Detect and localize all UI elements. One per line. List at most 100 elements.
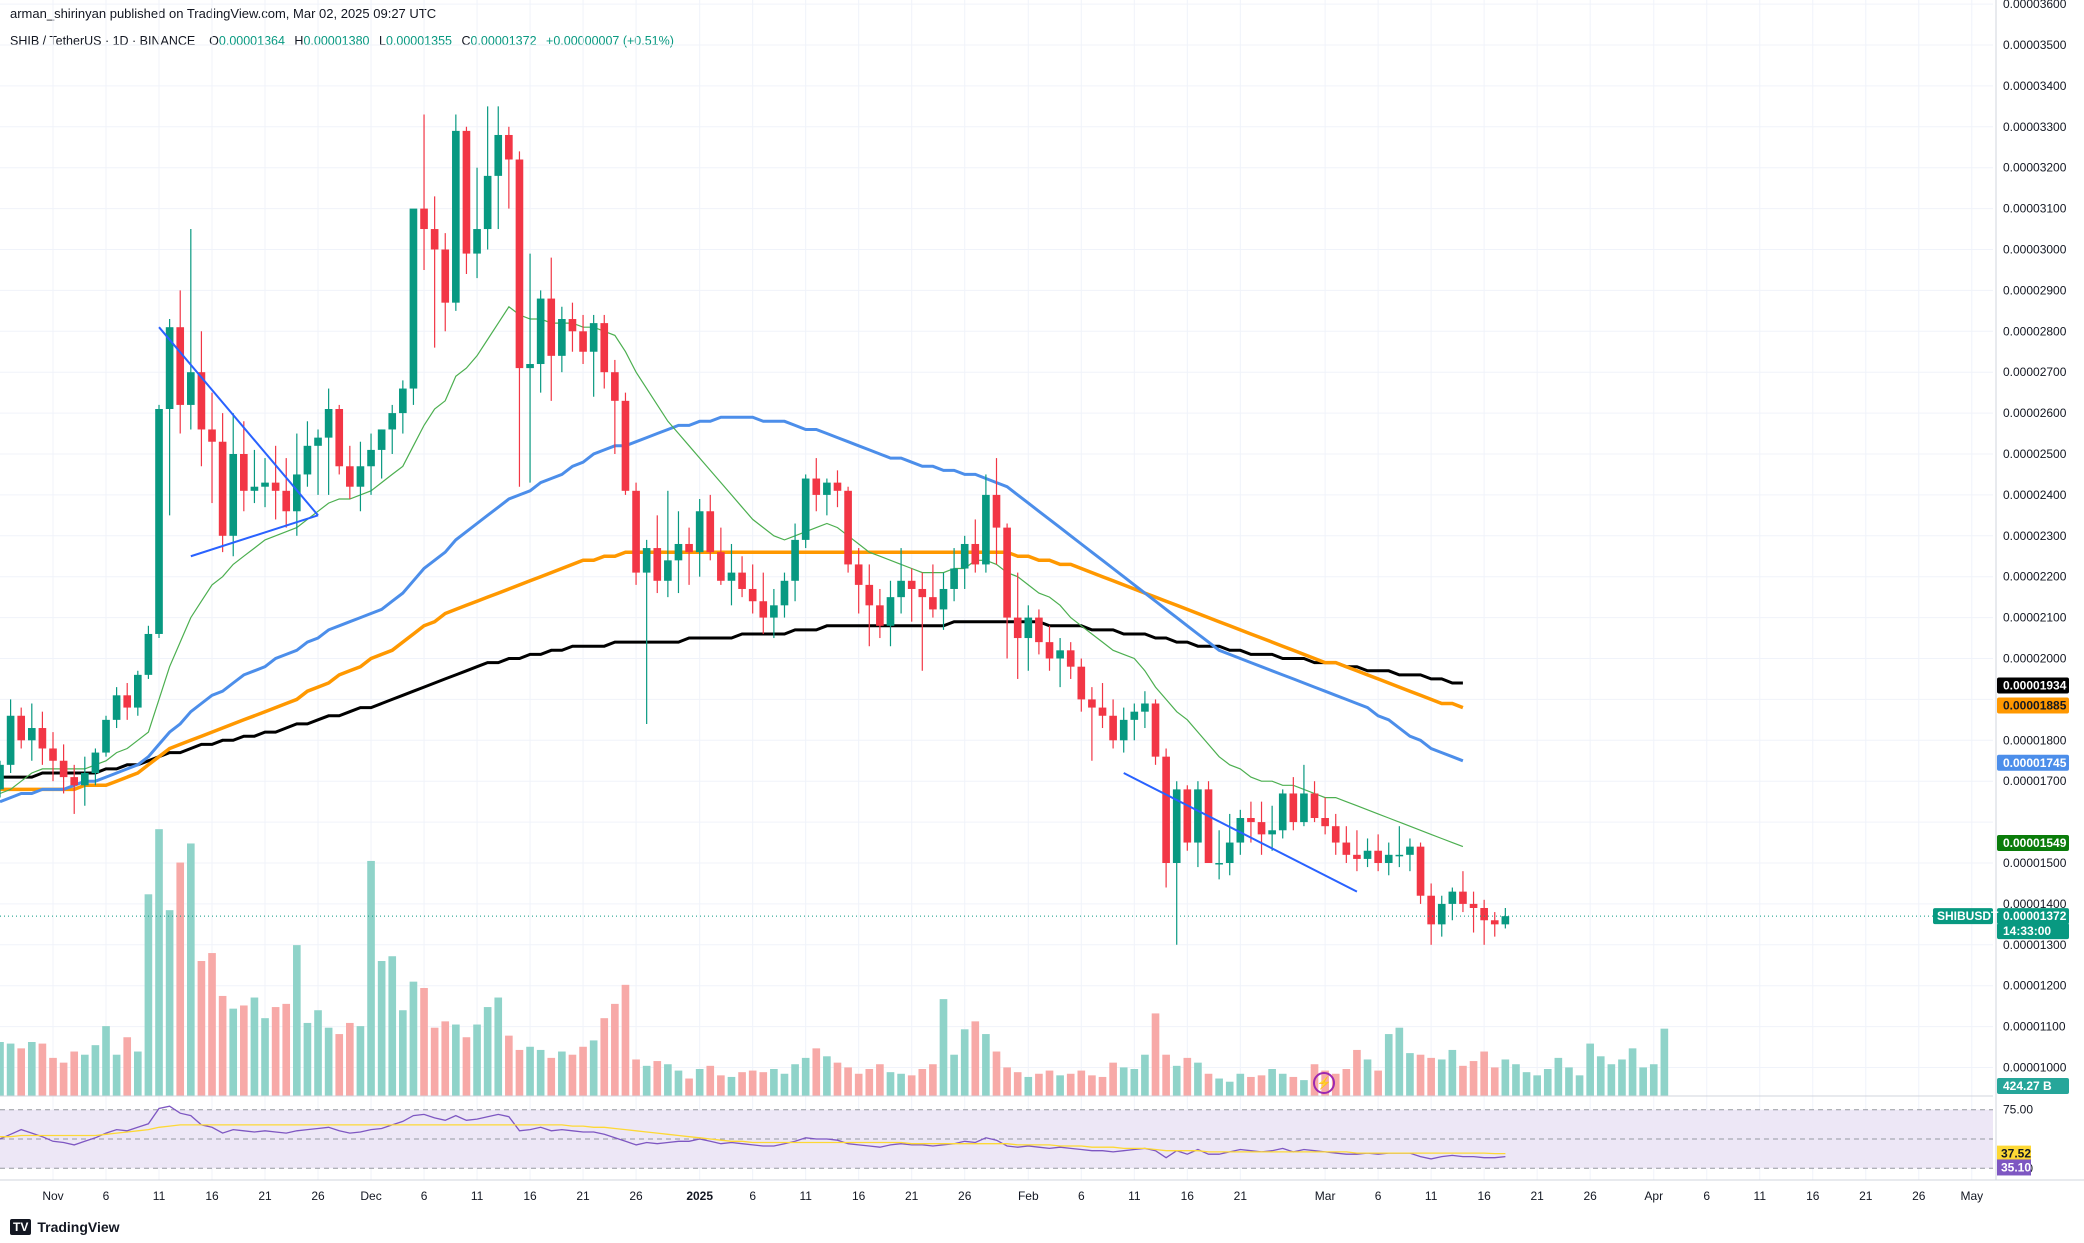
volume-bar xyxy=(271,1007,280,1096)
candle-body xyxy=(1384,854,1393,864)
trendline-drawings[interactable] xyxy=(0,326,1993,917)
time-tick-label: 21 xyxy=(905,1189,919,1203)
candle-body xyxy=(187,372,195,405)
candle-body xyxy=(727,572,736,581)
volume-bar xyxy=(1554,1057,1563,1096)
candle-body xyxy=(112,695,121,720)
volume-bar xyxy=(1194,1062,1202,1096)
volume-bar xyxy=(38,1043,47,1096)
volume-bar xyxy=(1427,1057,1435,1096)
candle-body xyxy=(589,323,598,352)
volume-bar xyxy=(1596,1056,1605,1096)
price-tick-label: 0.00001700 xyxy=(2003,774,2067,788)
volume-bar xyxy=(812,1048,821,1096)
time-axis[interactable]: Nov 6 11 16 21 26 Dec 6 11 16 21 26 2025 6 11 16 21 26 Feb… xyxy=(0,1179,2084,1203)
volume-bar xyxy=(356,1026,365,1096)
volume-bar xyxy=(0,1042,4,1096)
volume-bar xyxy=(303,1022,312,1096)
candle-body xyxy=(759,601,768,618)
candle-body xyxy=(409,208,418,389)
candle-body xyxy=(833,482,842,491)
volume-bar xyxy=(515,1049,524,1096)
volume-bar xyxy=(102,1026,110,1096)
price-tick-label: 0.00003400 xyxy=(2003,79,2067,93)
candle-body xyxy=(218,441,227,536)
volume-bar xyxy=(1236,1073,1245,1096)
candle-body xyxy=(1289,793,1298,823)
candle-body xyxy=(165,327,174,410)
candle-body xyxy=(1480,907,1488,921)
candle-body xyxy=(1395,854,1404,857)
price-tick-label: 0.00001100 xyxy=(2003,1020,2066,1034)
candle-body xyxy=(823,482,831,495)
time-tick-label: 21 xyxy=(1234,1189,1248,1203)
candle-body xyxy=(240,453,248,491)
time-tick-label: 21 xyxy=(1530,1189,1544,1203)
volume-bar xyxy=(133,1051,142,1096)
time-tick-label: 16 xyxy=(1477,1189,1491,1203)
candle-body xyxy=(1331,826,1340,843)
candle-body xyxy=(611,372,619,401)
price-tick-label: 0.00001500 xyxy=(2003,856,2067,870)
rsi-badge: 35.10 xyxy=(2001,1160,2031,1174)
candle-body xyxy=(1130,711,1139,720)
volume-bar xyxy=(49,1057,57,1096)
candle-body xyxy=(748,588,757,602)
candle-body xyxy=(950,568,958,589)
symbol-tag-bg xyxy=(1933,908,1993,925)
volume-bar xyxy=(717,1075,725,1096)
volume-bar xyxy=(674,1070,683,1096)
volume-bar xyxy=(685,1078,693,1096)
time-tick-label: 11 xyxy=(1128,1189,1141,1203)
volume-bar xyxy=(1660,1028,1669,1096)
symbol-tag: SHIBUSDT xyxy=(1937,909,1999,923)
volume-bar xyxy=(526,1046,534,1096)
volume-bar xyxy=(992,1051,1001,1096)
volume-bar xyxy=(1045,1070,1054,1096)
candle-body xyxy=(1109,715,1117,741)
volume-bar xyxy=(759,1072,768,1096)
volume-bar xyxy=(112,1054,121,1096)
candle-body xyxy=(208,429,216,442)
candle-body xyxy=(717,552,725,581)
candle-body xyxy=(27,728,36,741)
candle-body xyxy=(1310,793,1319,819)
candle-body xyxy=(653,548,662,581)
volume-bar xyxy=(960,1029,969,1096)
price-axis[interactable]: 0.00003600 0.00003500 0.00003400 0.00003300… xyxy=(1933,0,2069,1180)
time-tick-label: 16 xyxy=(205,1189,219,1203)
candle-body xyxy=(133,674,142,708)
price-tick-label: 0.00002700 xyxy=(2003,365,2067,379)
candle-body xyxy=(430,229,439,250)
low-label: L xyxy=(378,34,386,48)
price-tick-label: 0.00001400 xyxy=(2003,897,2067,911)
volume-bar xyxy=(155,829,163,1096)
time-tick-label: 6 xyxy=(103,1189,110,1203)
time-tick-label: 21 xyxy=(576,1189,590,1203)
candle-body xyxy=(399,388,407,414)
candle-body xyxy=(674,543,683,561)
lightning-icon[interactable]: ⚡ xyxy=(1313,1072,1335,1094)
volume-bar xyxy=(1459,1065,1467,1096)
volume-bar xyxy=(1416,1054,1425,1096)
volume-bar xyxy=(1119,1067,1128,1096)
volume-bar xyxy=(897,1073,905,1096)
volume-bar xyxy=(1363,1059,1372,1096)
rsi-ma-badge-bg xyxy=(1997,1145,2031,1162)
volume-bar xyxy=(823,1056,831,1096)
price-tick-label: 0.00002100 xyxy=(2003,611,2067,625)
volume-bar xyxy=(1543,1069,1552,1096)
candle-body xyxy=(695,511,704,553)
volume-bar xyxy=(229,1008,238,1096)
candle-body xyxy=(80,773,89,786)
volume-bar xyxy=(886,1072,895,1096)
candle-body xyxy=(770,605,778,618)
volume-bar xyxy=(1130,1069,1139,1096)
candle-body xyxy=(897,580,905,598)
candle-body xyxy=(176,327,185,405)
candle-body xyxy=(780,580,789,606)
publisher-line: arman_shirinyan published on TradingView… xyxy=(10,6,437,21)
volume-bar xyxy=(1480,1051,1488,1096)
candle-body xyxy=(494,134,503,176)
